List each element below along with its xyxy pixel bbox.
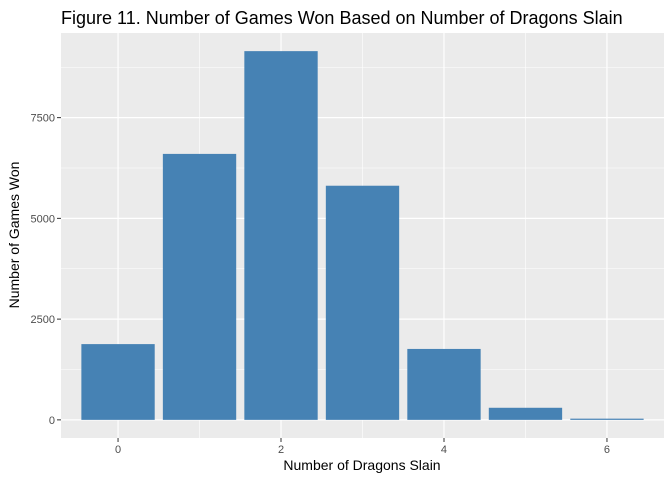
x-axis-ticks: 0 2 4 6 <box>115 438 610 456</box>
bar <box>488 407 563 420</box>
bar <box>570 418 644 420</box>
y-tick-label: 7500 <box>31 113 55 125</box>
y-tick-label: 2500 <box>31 314 55 326</box>
bars <box>81 51 644 420</box>
bar <box>244 51 318 420</box>
bar <box>81 344 155 420</box>
x-axis-title: Number of Dragons Slain <box>283 457 440 473</box>
y-axis-title: Number of Games Won <box>6 162 22 309</box>
y-axis-ticks: 0 2500 5000 7500 <box>31 113 61 427</box>
x-tick-label: 0 <box>115 444 121 456</box>
x-tick-label: 2 <box>278 444 284 456</box>
chart-title: Figure 11. Number of Games Won Based on … <box>61 8 623 28</box>
bar <box>162 153 237 420</box>
y-tick-label: 0 <box>49 415 55 427</box>
x-tick-label: 6 <box>604 444 610 456</box>
bar <box>407 348 481 420</box>
y-tick-label: 5000 <box>31 213 55 225</box>
x-tick-label: 4 <box>441 444 447 456</box>
bar <box>325 185 400 420</box>
